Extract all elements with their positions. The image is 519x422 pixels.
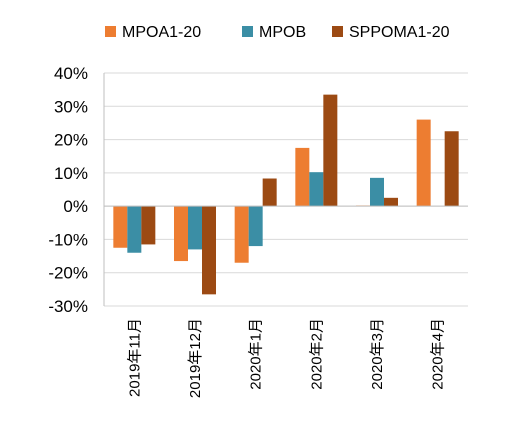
bars: [113, 94, 459, 295]
bar: [188, 206, 202, 250]
gridlines: [104, 72, 468, 307]
bar: [127, 206, 142, 253]
bar: [309, 172, 324, 207]
y-tick-label: 20%: [54, 131, 88, 150]
legend-label: SPPOMA1-20: [349, 24, 450, 41]
y-tick-label: 40%: [54, 64, 88, 83]
x-tick-label: 2020年4月: [430, 318, 447, 390]
legend-label: MPOB: [259, 24, 306, 41]
y-tick-labels: 40% 30% 20% 10% 0% -10% -20% -30%: [48, 64, 88, 316]
bar: [370, 177, 384, 207]
bar: [384, 197, 398, 207]
bar: [248, 206, 263, 247]
x-tick-label: 2019年12月: [187, 318, 204, 398]
x-tick-labels: 2019年11月 2019年12月 2020年1月 2020年2月 2020年3月 202…: [126, 318, 446, 398]
y-tick-label: 30%: [54, 97, 88, 116]
legend-swatch: [242, 26, 253, 37]
bar: [323, 94, 338, 207]
x-tick-label: 2020年3月: [369, 318, 386, 390]
bar: [202, 206, 216, 295]
legend-label: MPOA1-20: [122, 24, 201, 41]
bar: [416, 119, 431, 207]
y-tick-label: -30%: [48, 297, 88, 316]
x-tick-label: 2019年11月: [126, 318, 143, 397]
y-tick-label: -10%: [48, 230, 88, 249]
legend: MPOA1-20 MPOB SPPOMA1-20: [105, 24, 450, 41]
legend-swatch: [332, 26, 343, 37]
bar: [262, 178, 277, 207]
bar: [174, 206, 188, 262]
y-tick-label: 10%: [54, 164, 88, 183]
bar: [444, 131, 459, 207]
axes: [103, 73, 468, 306]
x-tick-label: 2020年1月: [248, 318, 265, 390]
y-tick-label: 0%: [63, 197, 88, 216]
bar: [141, 206, 156, 245]
y-tick-label: -20%: [48, 264, 88, 283]
bar: [113, 206, 128, 248]
legend-swatch: [105, 26, 116, 37]
bar: [234, 206, 249, 263]
bar: [295, 147, 310, 207]
x-tick-label: 2020年2月: [308, 318, 325, 390]
